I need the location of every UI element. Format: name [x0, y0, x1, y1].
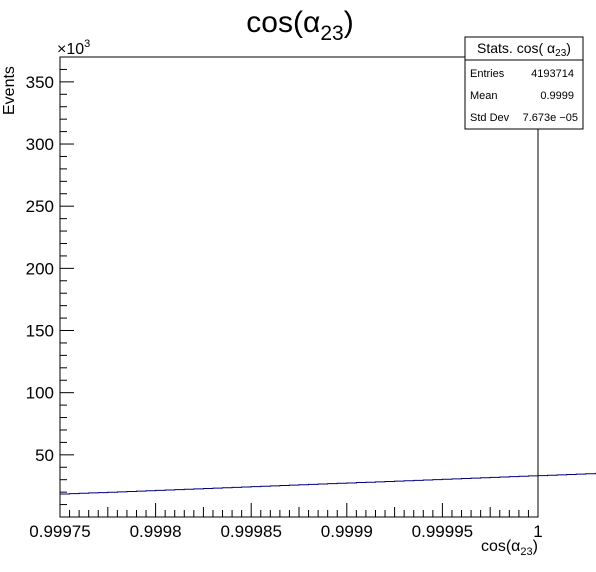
x-tick-label: 0.99975 — [29, 522, 90, 541]
y-tick-label: 200 — [26, 259, 54, 278]
y-axis-title: Events — [1, 66, 18, 115]
x-tick-label: 0.9999 — [321, 522, 373, 541]
y-multiplier: ×103 — [57, 38, 90, 58]
y-tick-label: 50 — [35, 446, 54, 465]
y-tick-label: 100 — [26, 384, 54, 403]
stats-box-frame — [464, 36, 584, 130]
x-axis: 0.99975 0.9998 0.99985 0.9999 0.99995 1 — [29, 503, 543, 541]
x-tick-label: 0.9998 — [130, 522, 182, 541]
stats-title-close: ) — [566, 40, 571, 56]
y-tick-label: 150 — [26, 322, 54, 341]
stats-title-main: Stats. cos( α — [477, 40, 555, 56]
y-tick-label: 250 — [26, 197, 54, 216]
stats-title-sub: 23 — [555, 48, 567, 59]
x-axis-title-sub: 23 — [520, 546, 532, 558]
stats-stddev-label: Std Dev — [470, 112, 510, 124]
chart-title: cos(α23) — [246, 6, 353, 45]
stats-box: Stats. cos( α23) Entries 4193714 Mean 0.… — [464, 36, 584, 130]
y-axis: 50 100 150 200 250 300 350 — [26, 56, 74, 506]
x-tick-label: 1 — [533, 522, 542, 541]
x-axis-title-main: cos(α — [481, 538, 520, 555]
stats-stddev-value: 7.673e −05 — [523, 112, 578, 124]
chart-title-main: cos(α — [246, 6, 320, 39]
stats-title: Stats. cos( α23) — [477, 40, 571, 59]
x-tick-label: 0.99995 — [412, 522, 473, 541]
stats-mean-label: Mean — [470, 90, 498, 102]
x-axis-title-close: ) — [533, 538, 538, 555]
x-tick-label: 0.99985 — [220, 522, 281, 541]
x-axis-title: cos(α23) — [481, 538, 538, 558]
histogram-line — [60, 472, 596, 495]
y-tick-label: 350 — [26, 73, 54, 92]
chart-title-close: ) — [344, 6, 354, 39]
stats-entries-value: 4193714 — [531, 68, 574, 80]
stats-mean-value: 0.9999 — [540, 90, 574, 102]
y-multiplier-exp: 3 — [84, 38, 90, 50]
stats-entries-label: Entries — [470, 68, 505, 80]
y-multiplier-base: ×10 — [57, 41, 84, 58]
chart-title-sub: 23 — [320, 22, 343, 45]
y-tick-label: 300 — [26, 135, 54, 154]
